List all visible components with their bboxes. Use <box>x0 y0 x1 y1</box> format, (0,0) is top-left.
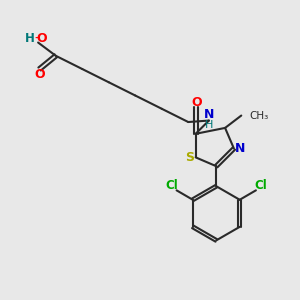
Text: N: N <box>204 108 214 121</box>
Text: S: S <box>185 151 194 164</box>
Text: O: O <box>34 68 45 81</box>
Text: O: O <box>36 32 47 46</box>
Text: N: N <box>235 142 246 155</box>
Text: Cl: Cl <box>166 179 178 192</box>
Text: Cl: Cl <box>254 179 267 192</box>
Text: H: H <box>25 32 35 46</box>
Text: -: - <box>34 32 39 46</box>
Text: H: H <box>205 120 213 130</box>
Text: CH₃: CH₃ <box>250 110 269 121</box>
Text: O: O <box>192 95 203 109</box>
